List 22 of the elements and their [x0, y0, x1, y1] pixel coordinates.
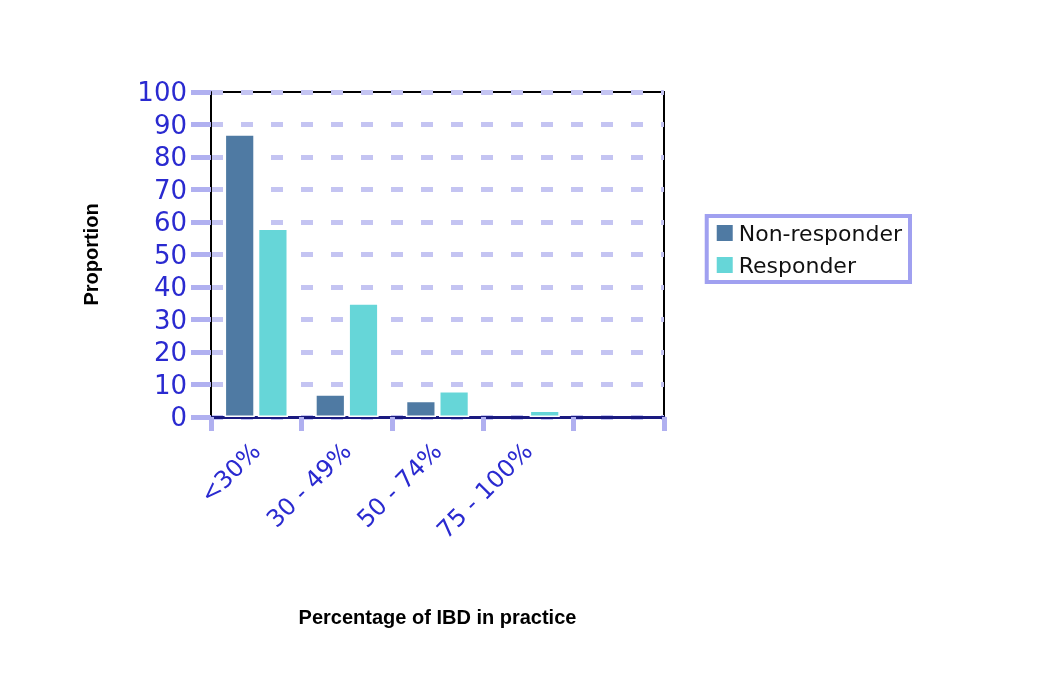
bar: [439, 391, 470, 417]
bar: [529, 410, 560, 417]
y-tick-label: 10: [153, 369, 187, 400]
y-tick-label: 0: [170, 402, 187, 432]
bar: [257, 228, 289, 417]
bar: [348, 303, 379, 417]
y-tick-label: 100: [137, 77, 187, 107]
bar: [315, 394, 346, 417]
legend-label: Non-responder: [738, 220, 903, 246]
y-tick-label: 30: [153, 304, 187, 335]
y-tick-label: 90: [153, 109, 187, 140]
y-tick-label: 80: [153, 142, 187, 172]
bar: [405, 400, 436, 417]
y-tick-label: 20: [153, 337, 187, 367]
y-tick-label: 40: [153, 272, 187, 302]
y-axis-title: Proportion: [80, 203, 102, 306]
y-tick-label: 50: [153, 239, 187, 270]
y-tick-label: 60: [153, 207, 187, 237]
legend-label: Responder: [738, 252, 857, 278]
y-tick-label: 70: [153, 174, 187, 205]
x-axis-title: Percentage of IBD in practice: [298, 606, 577, 628]
bar: [224, 134, 255, 417]
